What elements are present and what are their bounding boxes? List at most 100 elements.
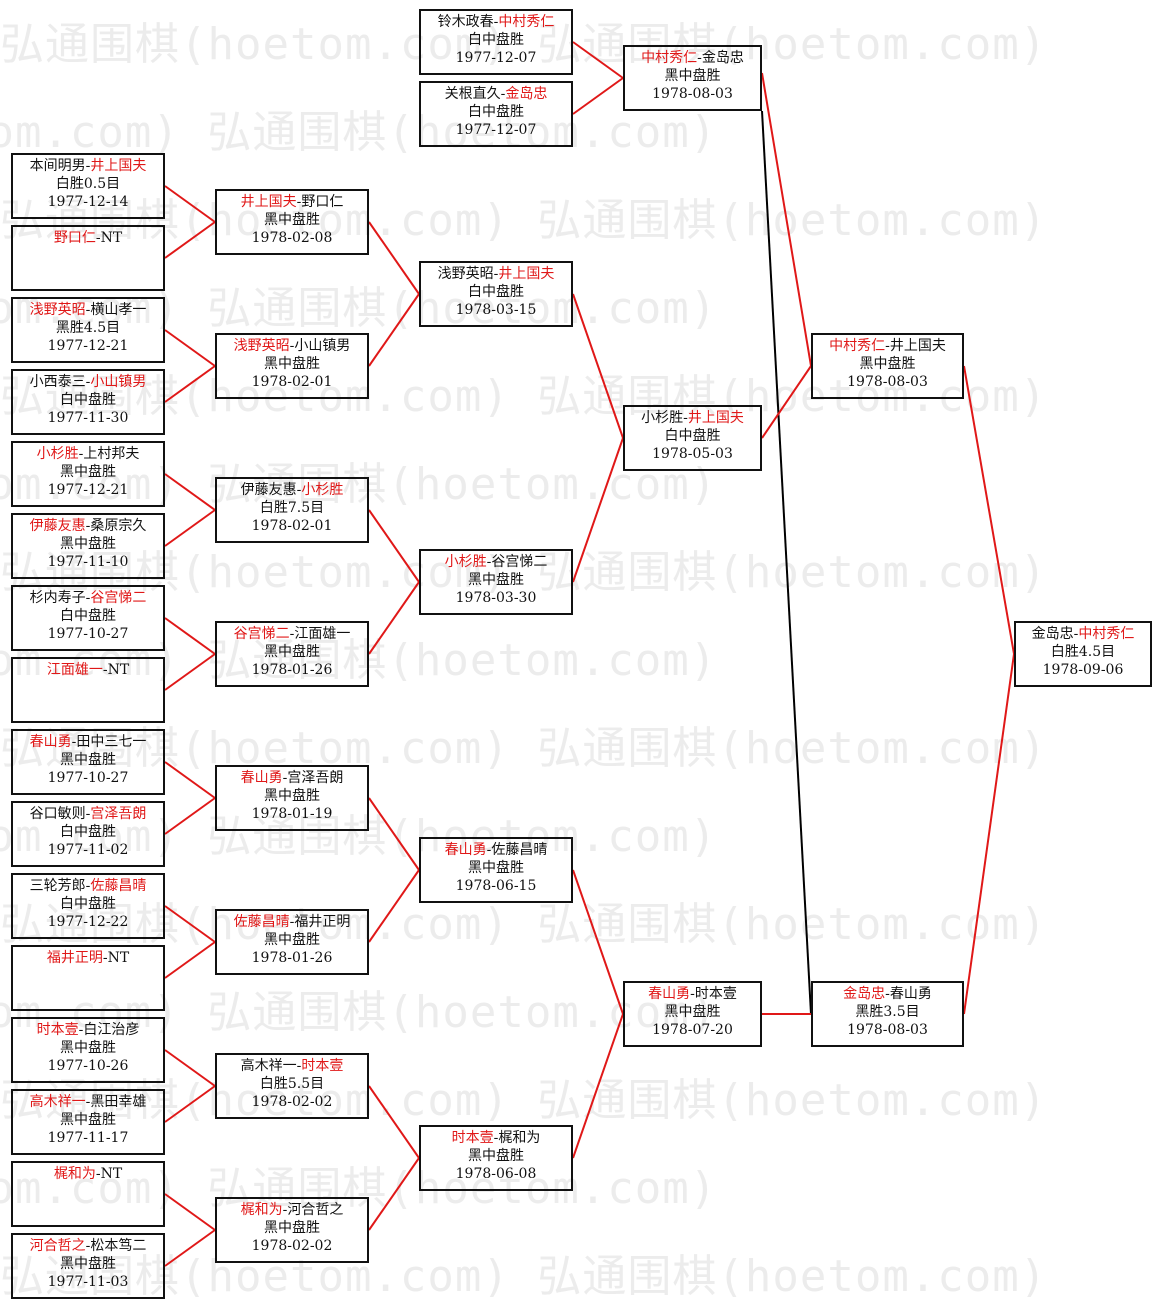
match-result: 黑中盘胜: [468, 860, 524, 876]
separator: -: [85, 590, 91, 606]
separator: -: [289, 914, 295, 930]
players-line: 高木祥一-时本壹: [217, 1057, 367, 1075]
match-date: 1977-12-21: [47, 338, 129, 354]
players-line: 井上国夫-野口仁: [217, 193, 367, 211]
match-date: 1977-12-07: [455, 50, 537, 66]
connector-r1-1-to-r2-0: [164, 221, 216, 259]
match-date: 1977-10-26: [47, 1058, 129, 1074]
players-line: 中村秀仁-井上国夫: [813, 337, 962, 355]
player-1: 谷宫悌二: [233, 626, 290, 642]
match-result: 黑中盘胜: [264, 644, 320, 660]
player-1: 伊藤友惠: [29, 518, 86, 534]
match-date: 1977-11-02: [47, 842, 129, 858]
separator: -: [95, 1166, 101, 1182]
players-line: 福井正明-NT: [13, 949, 163, 967]
match-result: 黑中盘胜: [264, 788, 320, 804]
separator: -: [683, 410, 688, 426]
match-box-r1-10: 三轮芳郎-佐藤昌晴 白中盘胜 1977-12-22: [11, 873, 165, 939]
match-date: 1977-10-27: [47, 626, 129, 642]
match-date: 1977-11-10: [47, 554, 129, 570]
players-line: 时本壹-梶和为: [421, 1129, 571, 1147]
players-line: 金岛忠-中村秀仁: [1016, 625, 1150, 643]
separator: -: [85, 878, 91, 894]
connector-r1-15-to-r2-7: [164, 1229, 216, 1267]
players-line: 谷口敏则-宫泽吾朗: [13, 805, 163, 823]
players-line: 梶和为-NT: [13, 1165, 163, 1183]
players-line: 春山勇-时本壹: [625, 985, 760, 1003]
match-result: 白胜0.5目: [55, 176, 121, 192]
player-1: 河合哲之: [29, 1238, 86, 1254]
match-box-r2-3: 谷宫悌二-江面雄一 黑中盘胜 1978-01-26: [215, 621, 369, 687]
match-date: 1977-12-14: [47, 194, 129, 210]
player-2: 野口仁: [301, 194, 344, 210]
players-line: 野口仁-NT: [13, 229, 163, 247]
player-1: 中村秀仁: [641, 50, 698, 66]
match-result: 白中盘胜: [664, 428, 721, 444]
separator: -: [1073, 626, 1079, 642]
match-box-top-1: 关根直久-金岛忠 白中盘胜 1977-12-07: [419, 81, 573, 147]
player-2: 上村邦夫: [83, 446, 140, 462]
player-2: 梶和为: [498, 1130, 541, 1146]
match-date: 1978-01-26: [251, 662, 333, 678]
player-2: 小山镇男: [90, 374, 147, 390]
player-1: 浅野英昭: [233, 338, 290, 354]
players-line: 本间明男-井上国夫: [13, 157, 163, 175]
connector-r3-1-to-r4-1: [572, 437, 624, 583]
match-box-r1-0: 本间明男-井上国夫 白胜0.5目 1977-12-14: [11, 153, 165, 219]
connector-r2-2-to-r3-1: [368, 509, 420, 583]
connector-r1-9-to-r2-4: [164, 797, 216, 835]
match-box-r1-6: 杉内寿子-谷宫悌二 白中盘胜 1977-10-27: [11, 585, 165, 651]
player-1: 伊藤友惠: [240, 482, 297, 498]
player-2: 宫泽吾朗: [90, 806, 147, 822]
player-1: 时本壹: [451, 1130, 494, 1146]
connector-r2-5-to-r3-2: [368, 869, 420, 943]
players-line: 春山勇-田中三七一: [13, 733, 163, 751]
player-2: NT: [100, 1166, 123, 1182]
match-box-r1-2: 浅野英昭-横山孝一 黑胜4.5目 1977-12-21: [11, 297, 165, 363]
player-2: 江面雄一: [294, 626, 351, 642]
connector-top-1-to-r4-0: [572, 77, 624, 115]
separator: -: [486, 842, 492, 858]
connector-r3-2-to-r4-2: [572, 869, 624, 1015]
connector-r2-7-to-r3-3: [368, 1157, 420, 1231]
separator: -: [102, 662, 108, 678]
player-1: 佐藤昌晴: [233, 914, 290, 930]
match-result: 白中盘胜: [60, 392, 116, 408]
player-2: NT: [107, 950, 130, 966]
separator: -: [493, 1130, 499, 1146]
match-result: 白中盘胜: [60, 608, 116, 624]
player-2: 田中三七一: [76, 734, 147, 750]
player-2: 河合哲之: [287, 1202, 344, 1218]
separator: -: [95, 230, 101, 246]
players-line: 金岛忠-春山勇: [813, 985, 962, 1003]
players-line: 时本壹-白江治彦: [13, 1021, 163, 1039]
separator: -: [690, 986, 695, 1002]
match-result: 黑中盘胜: [60, 464, 116, 480]
players-line: 铃木政春-中村秀仁: [421, 13, 571, 31]
match-result: 黑中盘胜: [60, 1112, 116, 1128]
connector-r1-12-to-r2-6: [164, 1049, 216, 1087]
player-2: 白江治彦: [83, 1022, 140, 1038]
match-result: 黑中盘胜: [468, 1148, 524, 1164]
match-date: 1978-06-15: [455, 878, 537, 894]
players-line: 河合哲之-松本笃二: [13, 1237, 163, 1255]
player-1: 春山勇: [240, 770, 283, 786]
match-date: 1978-01-19: [251, 806, 333, 822]
player-2: 横山孝一: [90, 302, 147, 318]
player-1: 梶和为: [53, 1166, 96, 1182]
match-box-r2-6: 高木祥一-时本壹 白胜5.5目 1978-02-02: [215, 1053, 369, 1119]
match-date: 1978-09-06: [1042, 662, 1124, 678]
match-box-r2-1: 浅野英昭-小山镇男 黑中盘胜 1978-02-01: [215, 333, 369, 399]
separator: -: [85, 158, 91, 174]
player-1: 时本壹: [36, 1022, 79, 1038]
match-result: 黑中盘胜: [60, 1256, 116, 1272]
connector-r1-6-to-r2-3: [164, 617, 216, 655]
match-box-top-0: 铃木政春-中村秀仁 白中盘胜 1977-12-07: [419, 9, 573, 75]
players-line: 谷宫悌二-江面雄一: [217, 625, 367, 643]
player-1: 春山勇: [648, 986, 691, 1002]
match-result: 白胜7.5目: [259, 500, 325, 516]
match-box-r3-3: 时本壹-梶和为 黑中盘胜 1978-06-08: [419, 1125, 573, 1191]
match-result: 黑中盘胜: [468, 572, 524, 588]
players-line: 春山勇-佐藤昌晴: [421, 841, 571, 859]
match-result: 黑中盘胜: [60, 1040, 116, 1056]
